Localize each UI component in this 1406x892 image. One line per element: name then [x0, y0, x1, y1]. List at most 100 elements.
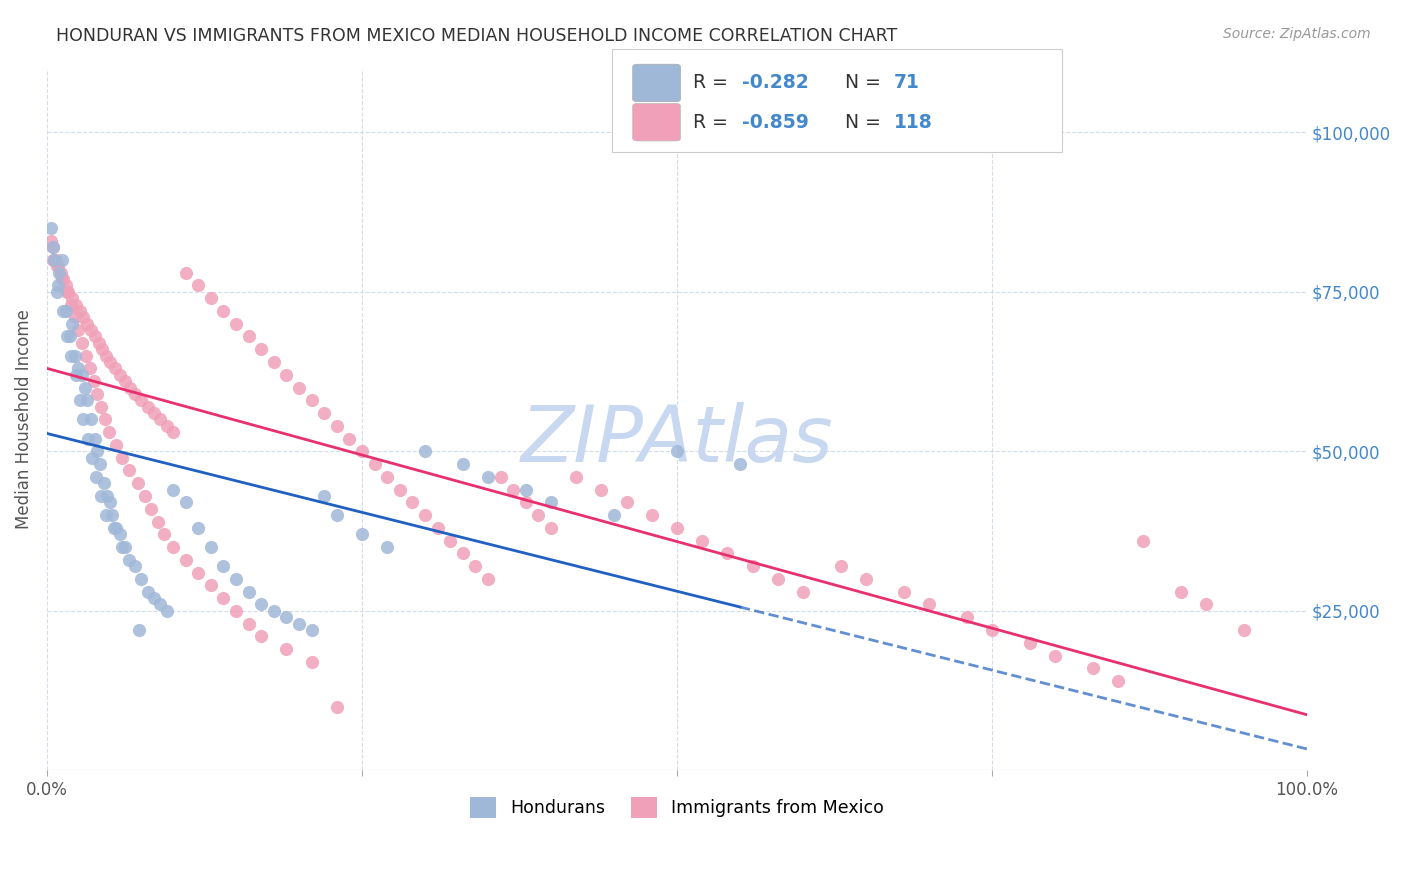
- Text: R =: R =: [693, 112, 734, 132]
- Point: [46, 260, 69, 274]
- Point: [124, 387, 146, 401]
- Point: [1043, 648, 1066, 663]
- Point: [70, 368, 93, 382]
- Point: [143, 591, 166, 605]
- Point: [766, 572, 789, 586]
- Point: [250, 629, 273, 643]
- Point: [55, 278, 77, 293]
- Point: [1132, 533, 1154, 548]
- Point: [918, 598, 941, 612]
- Point: [540, 495, 562, 509]
- Point: [603, 508, 626, 523]
- Legend: Hondurans, Immigrants from Mexico: Hondurans, Immigrants from Mexico: [463, 789, 891, 825]
- Point: [76, 393, 98, 408]
- Point: [56, 329, 79, 343]
- Point: [591, 483, 613, 497]
- Point: [98, 355, 121, 369]
- Point: [565, 470, 588, 484]
- Point: [200, 291, 222, 305]
- Point: [72, 310, 94, 325]
- Point: [665, 444, 688, 458]
- Point: [73, 380, 96, 394]
- Point: [162, 483, 184, 497]
- Point: [104, 361, 127, 376]
- Point: [301, 655, 323, 669]
- Point: [80, 323, 103, 337]
- Point: [131, 393, 153, 408]
- Point: [127, 476, 149, 491]
- Point: [288, 616, 311, 631]
- Point: [540, 521, 562, 535]
- Point: [728, 457, 751, 471]
- Point: [111, 450, 134, 465]
- Point: [855, 572, 877, 586]
- Point: [325, 699, 347, 714]
- Point: [59, 349, 82, 363]
- Point: [51, 272, 73, 286]
- Point: [187, 521, 209, 535]
- Point: [477, 470, 499, 484]
- Point: [46, 285, 69, 299]
- Point: [225, 572, 247, 586]
- Point: [46, 278, 69, 293]
- Point: [263, 355, 285, 369]
- Point: [314, 406, 336, 420]
- Point: [63, 349, 86, 363]
- Point: [413, 508, 436, 523]
- Point: [39, 221, 62, 235]
- Point: [187, 278, 209, 293]
- Point: [1107, 673, 1129, 688]
- Point: [665, 521, 688, 535]
- Point: [49, 266, 72, 280]
- Text: R =: R =: [693, 73, 734, 93]
- Point: [337, 432, 360, 446]
- Point: [134, 489, 156, 503]
- Point: [45, 252, 67, 267]
- Point: [212, 591, 235, 605]
- Point: [58, 329, 80, 343]
- Point: [108, 368, 131, 382]
- Point: [42, 240, 65, 254]
- Point: [136, 584, 159, 599]
- Point: [325, 508, 347, 523]
- Point: [136, 400, 159, 414]
- Text: -0.282: -0.282: [742, 73, 808, 93]
- Point: [1170, 584, 1192, 599]
- Point: [44, 252, 66, 267]
- Point: [90, 489, 112, 503]
- Point: [212, 559, 235, 574]
- Point: [72, 412, 94, 426]
- Point: [301, 623, 323, 637]
- Point: [118, 553, 141, 567]
- Point: [263, 604, 285, 618]
- Text: -0.859: -0.859: [742, 112, 810, 132]
- Point: [42, 240, 65, 254]
- Point: [1233, 623, 1256, 637]
- Point: [238, 616, 260, 631]
- Point: [690, 533, 713, 548]
- Point: [288, 380, 311, 394]
- Point: [69, 393, 91, 408]
- Point: [105, 521, 128, 535]
- Point: [830, 559, 852, 574]
- Point: [162, 425, 184, 440]
- Point: [94, 349, 117, 363]
- Point: [350, 527, 373, 541]
- Text: N =: N =: [845, 73, 887, 93]
- Point: [60, 291, 83, 305]
- Point: [489, 470, 512, 484]
- Point: [325, 418, 347, 433]
- Point: [141, 501, 163, 516]
- Point: [77, 432, 100, 446]
- Point: [86, 444, 108, 458]
- Point: [401, 495, 423, 509]
- Point: [39, 234, 62, 248]
- Point: [502, 483, 524, 497]
- Point: [641, 508, 664, 523]
- Point: [375, 470, 398, 484]
- Point: [250, 343, 273, 357]
- Point: [792, 584, 814, 599]
- Text: 71: 71: [894, 73, 920, 93]
- Point: [58, 285, 80, 299]
- Point: [250, 598, 273, 612]
